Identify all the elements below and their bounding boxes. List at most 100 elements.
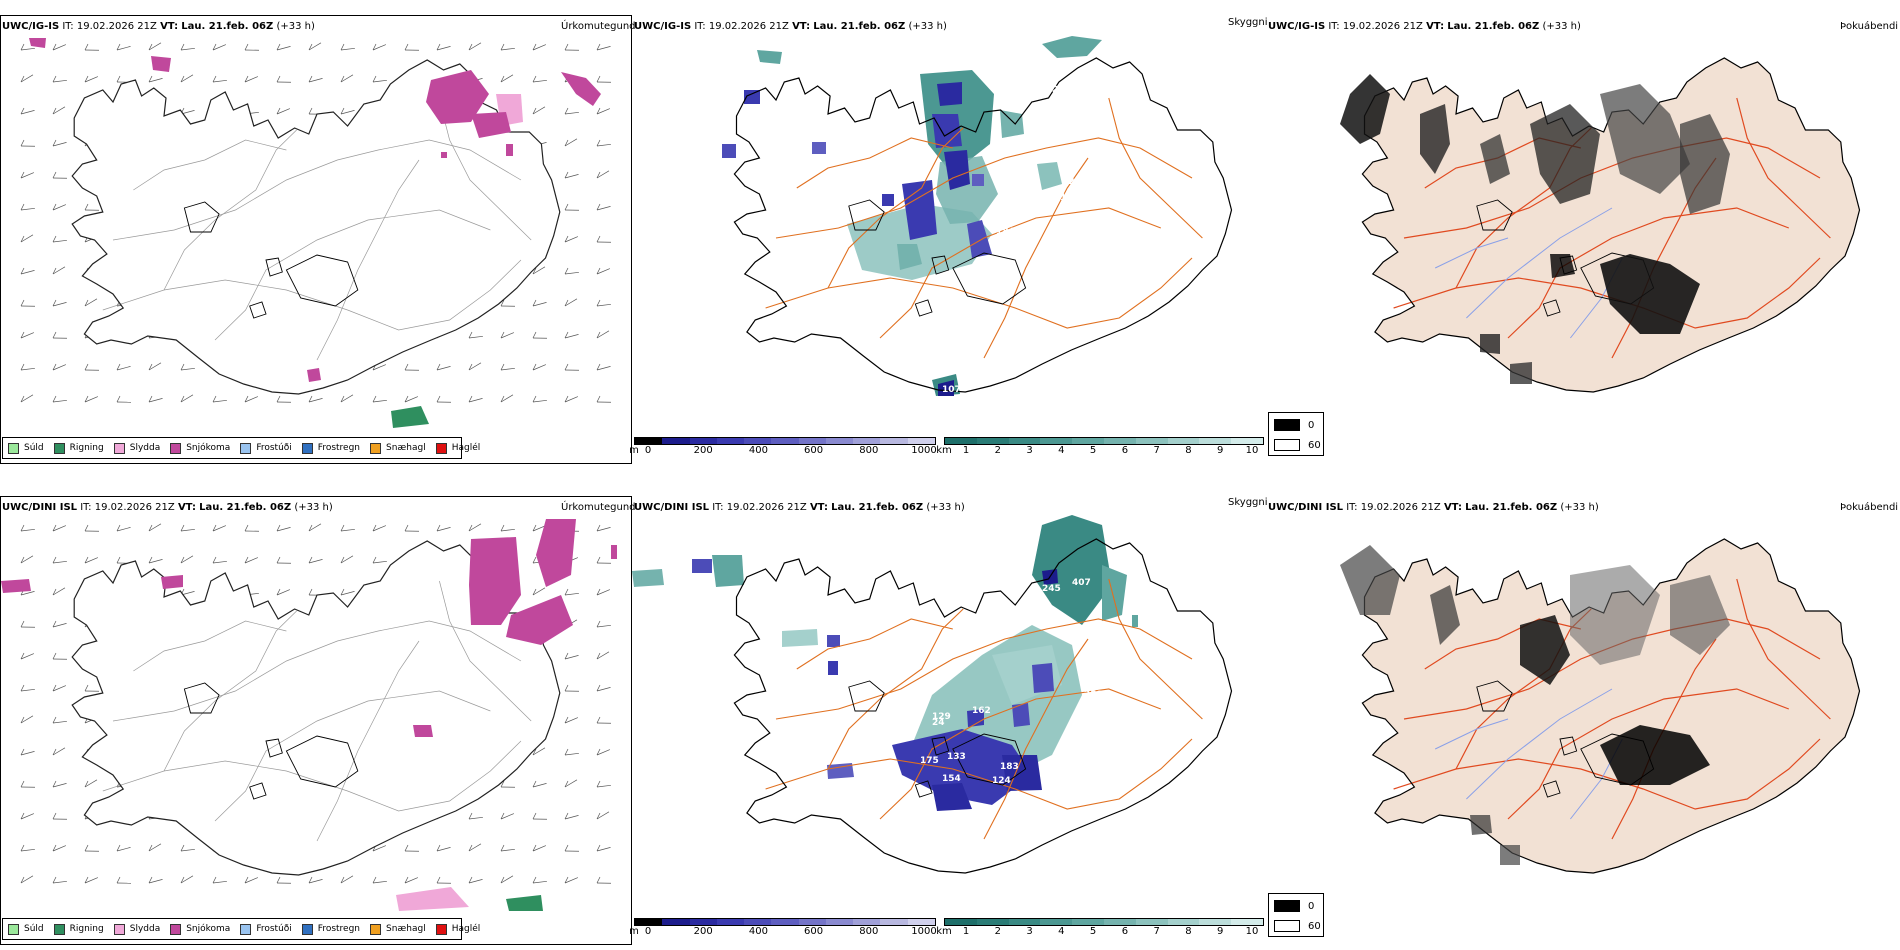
legend-item: Frostúði — [240, 923, 292, 935]
fog-indicator-map-bottom[interactable] — [1270, 515, 1900, 911]
wind-barb — [404, 395, 419, 403]
wind-barb — [564, 235, 579, 243]
colorbar-segment — [689, 919, 717, 925]
wind-barb — [596, 299, 611, 307]
road-line — [983, 157, 1089, 359]
colorbar-segment — [880, 919, 908, 925]
wind-barb — [20, 394, 34, 403]
wind-barb — [116, 43, 131, 51]
wind-barb — [52, 331, 68, 339]
glacier-outline — [914, 780, 933, 798]
colorbar-tick: 400 — [748, 926, 768, 937]
glacier-outline — [249, 301, 267, 319]
wind-barb — [84, 779, 98, 788]
wind-barb — [564, 876, 579, 884]
legend-item: Snæhagl — [370, 923, 426, 935]
road-line — [133, 139, 287, 191]
legend-item: Slydda — [113, 442, 161, 454]
wind-barb — [500, 299, 516, 307]
cloud-title-top: Skyggni — [1228, 17, 1268, 28]
fog-header-top: UWC/IG-IS IT: 19.02.2026 21Z VT: Lau. 21… — [1268, 21, 1581, 32]
ceiling-label: 129 — [932, 712, 951, 722]
legend-label: Frostúði — [256, 443, 292, 453]
wind-barb — [20, 684, 35, 692]
legend-label: Snæhagl — [386, 443, 426, 453]
ceiling-label: 282 — [1080, 107, 1099, 117]
wind-barb — [52, 203, 67, 211]
ceiling-visibility-map-top[interactable]: 229 282 180 177 124 118 200 120 184 170 127 107 — [632, 34, 1268, 430]
wind-barb — [20, 171, 35, 179]
colorbar-tick: 0 — [644, 926, 652, 937]
wind-barb — [212, 395, 227, 403]
legend-label: Frostúði — [256, 924, 292, 934]
wind-barb — [148, 523, 162, 532]
precip-header-top: UWC/IG-IS IT: 19.02.2026 21Z VT: Lau. 21… — [2, 21, 315, 32]
fog-legend-bottom: 0 60 — [1268, 893, 1324, 937]
coastline — [1361, 57, 1861, 393]
colorbar-tick: 8 — [1185, 445, 1192, 456]
wind-barb — [180, 875, 194, 884]
wind-barb — [52, 235, 67, 243]
colorbar-segment — [1167, 919, 1200, 925]
wind-barb — [500, 780, 516, 788]
legend-swatch — [53, 923, 65, 935]
precip-title-top: Úrkomutegund — [561, 21, 636, 32]
wind-barb — [596, 170, 610, 179]
fog-indicator-map-top[interactable] — [1270, 34, 1900, 430]
precip-map-bottom[interactable] — [1, 515, 631, 911]
colorbar-segment — [716, 919, 745, 925]
colorbar-segment — [1040, 438, 1073, 444]
wind-barb — [372, 876, 387, 884]
road-line — [879, 688, 1161, 820]
road-line — [1736, 578, 1831, 720]
wind-barb — [84, 75, 99, 83]
wind-barb — [564, 716, 579, 724]
wind-barb — [468, 812, 483, 820]
wind-barb — [564, 138, 578, 147]
ceiling-colorbar-top: m 0 200 400 600 800 1000 — [629, 437, 937, 459]
snow-areas — [1, 519, 617, 911]
wind-barb — [20, 203, 35, 211]
colorbar-segment — [662, 438, 690, 444]
wind-barb — [84, 684, 100, 692]
wind-barb — [532, 266, 546, 275]
colorbar-segment — [1040, 919, 1073, 925]
glacier-outline — [848, 199, 885, 231]
wind-barb — [372, 75, 387, 83]
colorbar-segment — [907, 919, 935, 925]
wind-barb — [244, 395, 259, 403]
wind-barb — [340, 588, 355, 596]
wind-barb — [212, 876, 227, 884]
ceiling-label: 124 — [992, 776, 1011, 786]
wind-barb — [596, 748, 611, 756]
wind-barb — [500, 74, 514, 83]
legend-label: Slydda — [129, 443, 161, 453]
wind-barb — [180, 844, 195, 852]
wind-barb — [532, 524, 547, 532]
wind-barb — [500, 844, 515, 852]
wind-barb — [52, 266, 66, 275]
wind-barb — [52, 171, 68, 179]
ceiling-label: 118 — [1060, 193, 1079, 203]
glacier-outline — [931, 736, 950, 756]
road-line — [765, 738, 1193, 810]
colorbar-tick: 1000 — [911, 445, 937, 456]
ceiling-label: 133 — [947, 752, 966, 762]
legend-item: Snjókoma — [170, 923, 230, 935]
wind-barb — [20, 234, 34, 243]
colorbar-tick: 0 — [644, 445, 652, 456]
fog-legend-item: 60 — [1274, 920, 1321, 932]
colorbar-segment — [662, 919, 690, 925]
road-line — [316, 640, 420, 842]
fog-title-bottom: Þokuábendi — [1840, 502, 1899, 513]
colorbar-segment — [798, 438, 826, 444]
wind-barb — [532, 363, 547, 371]
precip-map-top[interactable] — [1, 34, 631, 430]
legend-swatch — [240, 442, 252, 454]
wind-barb — [84, 876, 99, 884]
wind-barb — [596, 330, 610, 339]
legend-item: Rigning — [53, 923, 104, 935]
ceiling-visibility-map-bottom[interactable]: 407 245 379 330 163 221 251 24 162 129 175 133 154 18… — [632, 515, 1268, 911]
wind-barb — [596, 876, 612, 884]
road-line — [112, 139, 522, 241]
